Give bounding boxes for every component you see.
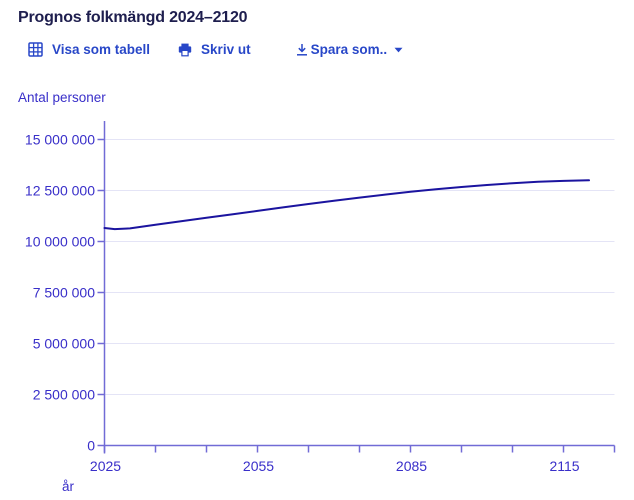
print-label: Skriv ut bbox=[201, 42, 251, 57]
y-tick-label: 5 000 000 bbox=[33, 336, 95, 352]
save-as-button[interactable]: Spara som.. bbox=[296, 42, 404, 57]
x-axis-title: år bbox=[62, 479, 75, 494]
forecast-line bbox=[103, 179, 590, 231]
y-tick-label: 10 000 000 bbox=[25, 234, 95, 250]
y-tick-label: 12 500 000 bbox=[25, 183, 95, 199]
printer-icon bbox=[178, 43, 192, 57]
save-as-label: Spara som.. bbox=[310, 42, 388, 57]
print-button[interactable]: Skriv ut bbox=[178, 42, 251, 57]
download-icon bbox=[296, 43, 308, 56]
y-axis-title: Antal personer bbox=[18, 90, 106, 105]
view-as-table-button[interactable]: Visa som tabell bbox=[28, 42, 150, 57]
x-tick-label: 2025 bbox=[90, 458, 121, 474]
table-grid-icon bbox=[28, 42, 43, 57]
y-tick-label: 0 bbox=[87, 438, 95, 454]
y-tick-label: 15 000 000 bbox=[25, 132, 95, 148]
view-as-table-label: Visa som tabell bbox=[52, 42, 151, 57]
x-tick-label: 2055 bbox=[243, 458, 274, 474]
chart-toolbar: Visa som tabell Skriv ut Spara som.. bbox=[28, 42, 403, 57]
x-tick-label: 2085 bbox=[396, 458, 427, 474]
y-tick-label: 7 500 000 bbox=[33, 285, 95, 301]
page-title: Prognos folkmängd 2024–2120 bbox=[18, 9, 248, 26]
y-tick-label: 2 500 000 bbox=[33, 387, 95, 403]
chevron-down-icon bbox=[394, 47, 403, 53]
x-tick-label: 2115 bbox=[549, 458, 579, 474]
